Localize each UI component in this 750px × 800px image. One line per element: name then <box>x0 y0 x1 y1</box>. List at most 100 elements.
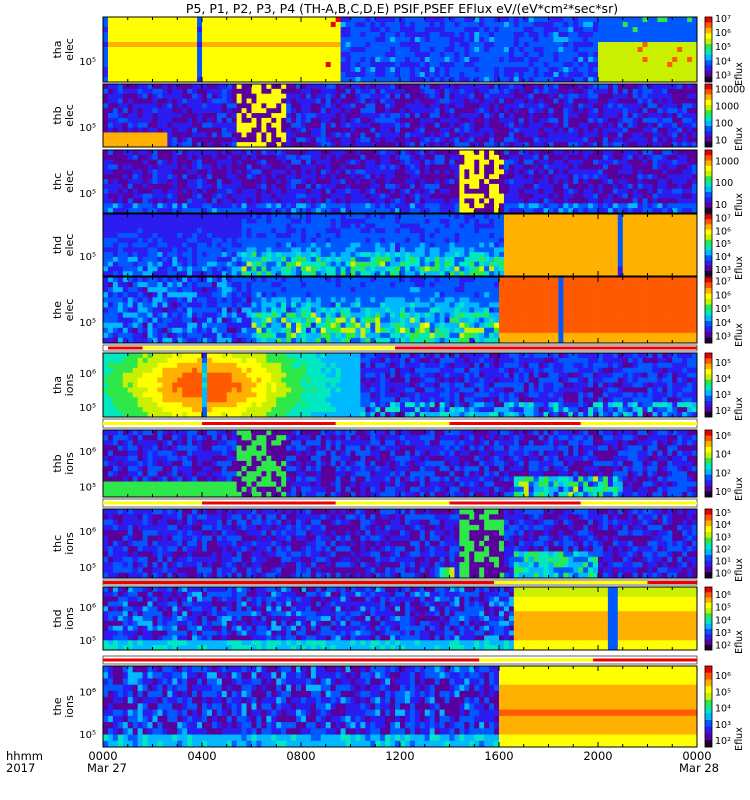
panel-probe-label: thb <box>51 106 64 124</box>
heat-cell <box>414 32 421 38</box>
heat-cell <box>657 159 663 165</box>
heat-cell <box>127 261 134 267</box>
heat-cell <box>662 72 668 78</box>
heat-cell <box>117 203 124 209</box>
heat-cell <box>107 237 114 244</box>
heat-cell <box>231 98 238 104</box>
heat-cell <box>588 154 594 161</box>
heat-cell <box>414 203 421 209</box>
heat-cell <box>221 47 228 53</box>
heat-cell <box>672 122 678 129</box>
heat-cell <box>365 117 371 124</box>
heat-cell <box>137 98 143 104</box>
heat-cell <box>291 62 297 68</box>
heat-cell <box>563 188 569 195</box>
heat-cell <box>345 77 351 83</box>
heat-cell <box>489 98 495 104</box>
heat-cell <box>246 159 252 165</box>
heat-cell <box>543 22 549 28</box>
heat-cell <box>573 93 579 99</box>
heat-cell <box>340 122 346 129</box>
heat-cell <box>568 203 574 209</box>
heat-cell <box>142 93 148 99</box>
heat-cell <box>211 42 218 48</box>
heat-cell <box>642 179 648 185</box>
heat-cell <box>375 93 381 99</box>
heat-cell <box>444 179 450 185</box>
heat-cell <box>112 183 119 190</box>
heat-cell <box>583 113 589 119</box>
heat-cell <box>192 174 198 180</box>
heat-cell <box>385 113 391 119</box>
heat-cell <box>612 150 619 156</box>
heat-cell <box>602 27 609 33</box>
heat-cell <box>429 72 436 78</box>
heat-cell <box>226 42 233 48</box>
heat-cell <box>360 62 366 68</box>
heat-cell <box>573 154 579 161</box>
heat-cell <box>429 122 436 129</box>
heat-cell <box>251 103 257 109</box>
heat-cell <box>375 142 381 148</box>
heat-cell <box>454 88 460 95</box>
heat-cell <box>647 174 653 180</box>
heat-cell <box>558 47 564 53</box>
heat-cell <box>266 37 272 43</box>
heat-cell <box>622 37 629 43</box>
heat-cell <box>315 42 322 48</box>
heat-cell <box>434 47 440 53</box>
heat-cell <box>652 47 658 53</box>
heat-cell <box>157 98 163 104</box>
heat-cell <box>469 208 475 214</box>
heat-cell <box>419 108 426 114</box>
heat-cell <box>345 174 351 180</box>
heat-cell <box>692 150 698 156</box>
heat-cell <box>305 208 312 214</box>
heat-cell <box>578 52 584 58</box>
heat-cell <box>607 179 614 185</box>
heat-cell <box>172 32 178 38</box>
heat-cell <box>593 93 599 99</box>
heat-cell <box>637 62 643 68</box>
heat-cell <box>682 67 688 73</box>
heat-cell <box>310 203 317 209</box>
heat-cell <box>137 214 143 220</box>
panel-probe-label: tha <box>51 40 64 58</box>
heat-cell <box>400 159 406 165</box>
heat-cell <box>677 62 683 68</box>
heat-cell <box>211 203 218 209</box>
heat-cell <box>672 84 678 90</box>
heat-cell <box>499 17 505 23</box>
heat-cell <box>137 266 143 272</box>
heat-cell <box>197 88 203 95</box>
heat-cell <box>489 103 495 109</box>
heat-cell <box>553 117 559 124</box>
heat-cell <box>672 150 678 156</box>
heat-cell <box>593 127 599 133</box>
heat-cell <box>380 208 386 214</box>
heat-cell <box>325 169 332 175</box>
heat-cell <box>409 32 416 38</box>
heat-cell <box>474 32 480 38</box>
heat-cell <box>122 122 129 129</box>
heat-cell <box>335 179 341 185</box>
heat-cell <box>459 179 465 185</box>
heat-cell <box>439 93 445 99</box>
heat-cell <box>365 93 371 99</box>
heat-cell <box>296 103 302 109</box>
heat-cell <box>137 32 143 38</box>
heat-cell <box>395 122 401 129</box>
heat-cell <box>523 169 530 175</box>
heat-cell <box>241 77 247 83</box>
heat-cell <box>261 159 267 165</box>
heat-cell <box>409 93 416 99</box>
heat-cell <box>528 52 535 58</box>
heat-cell <box>598 42 604 48</box>
heat-cell <box>132 193 139 199</box>
heat-cell <box>533 159 539 165</box>
heat-cell <box>340 67 346 73</box>
heat-cell <box>419 117 426 124</box>
heat-cell <box>602 88 609 95</box>
heat-cell <box>172 77 178 83</box>
heat-cell <box>305 179 312 185</box>
